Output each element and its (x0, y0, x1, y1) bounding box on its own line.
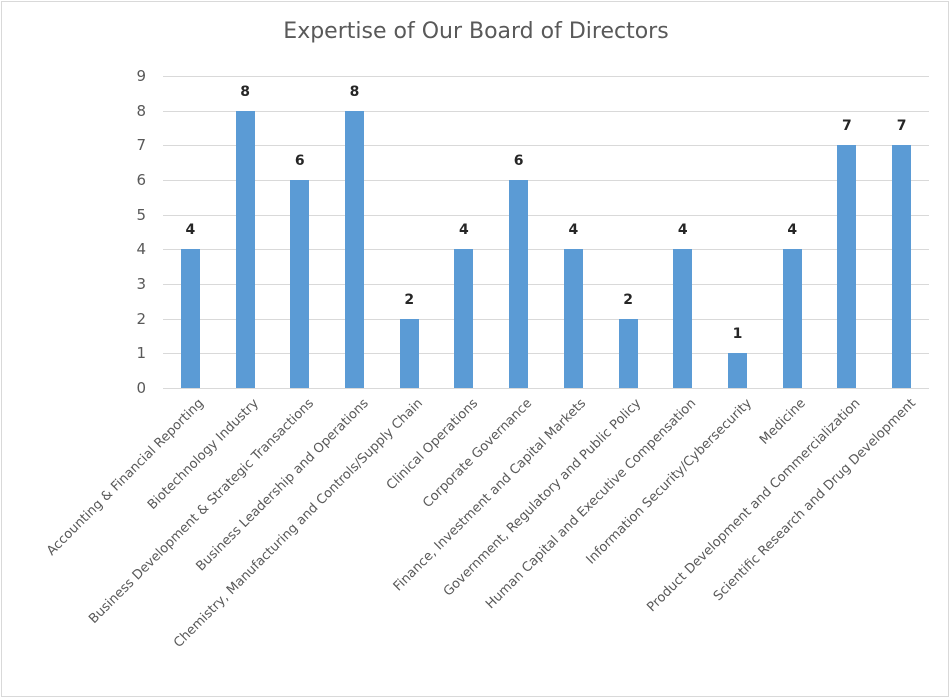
data-label: 6 (294, 153, 305, 169)
y-tick-label: 2 (136, 309, 146, 328)
bar (290, 180, 310, 388)
data-label: 6 (513, 153, 524, 169)
y-tick-label: 7 (136, 136, 146, 155)
y-tick-label: 1 (136, 344, 146, 363)
data-label: 4 (185, 222, 196, 239)
y-tick-label: 6 (136, 171, 146, 189)
bar (618, 318, 638, 388)
y-tick-label: 4 (136, 240, 146, 259)
gridline (163, 76, 929, 77)
gridline (163, 353, 929, 355)
data-label: 4 (787, 222, 798, 239)
bar (728, 353, 747, 388)
data-label: 8 (349, 83, 360, 100)
data-label: 4 (459, 222, 469, 239)
bar (180, 249, 200, 388)
gridline (163, 145, 929, 147)
y-tick-label: 8 (136, 101, 146, 120)
gridline (163, 318, 929, 320)
bar (345, 110, 364, 388)
data-label: 7 (842, 118, 852, 135)
bar (399, 318, 419, 388)
gridline (163, 214, 929, 216)
chart-title: Expertise of Our Board of Directors (283, 19, 669, 44)
data-label: 2 (404, 291, 415, 308)
gridline (163, 388, 929, 389)
plot-area: 4 8 6 8 2 4 6 4 2 4 1 4 7 7 (163, 76, 929, 389)
bar (509, 180, 529, 388)
gridline (163, 180, 929, 181)
bar (782, 249, 802, 388)
data-label: 2 (623, 291, 633, 308)
bar (673, 249, 693, 388)
data-label: 4 (677, 222, 688, 239)
gridline (163, 249, 929, 251)
y-tick-label: 9 (136, 67, 146, 85)
data-label: 8 (240, 83, 250, 100)
data-label: 1 (732, 326, 743, 343)
data-label: 4 (568, 222, 579, 239)
bar (563, 249, 583, 388)
bar (235, 110, 255, 388)
y-tick-label: 3 (136, 275, 146, 293)
gridline (163, 110, 929, 112)
gridline (163, 284, 929, 285)
y-tick-label: 0 (136, 379, 146, 397)
bar (892, 145, 912, 388)
data-label: 7 (896, 118, 907, 135)
bar (837, 145, 857, 388)
y-tick-label: 5 (136, 205, 146, 224)
bar (454, 249, 474, 388)
